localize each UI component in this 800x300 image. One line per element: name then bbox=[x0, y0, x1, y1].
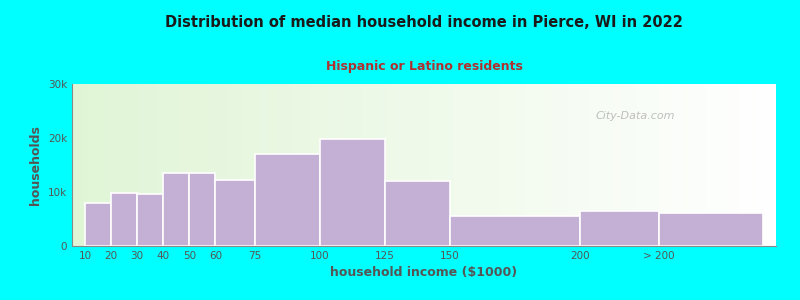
Bar bbox=[254, 154, 320, 246]
Bar bbox=[111, 193, 137, 246]
X-axis label: household income ($1000): household income ($1000) bbox=[330, 266, 518, 279]
Bar bbox=[215, 180, 254, 246]
Bar bbox=[85, 203, 111, 246]
Bar bbox=[137, 194, 163, 246]
Text: Hispanic or Latino residents: Hispanic or Latino residents bbox=[326, 60, 522, 73]
Bar bbox=[658, 212, 763, 246]
Y-axis label: households: households bbox=[30, 125, 42, 205]
Text: City-Data.com: City-Data.com bbox=[595, 111, 675, 122]
Bar bbox=[450, 216, 581, 246]
Bar bbox=[581, 211, 658, 246]
Text: Distribution of median household income in Pierce, WI in 2022: Distribution of median household income … bbox=[165, 15, 683, 30]
Bar bbox=[320, 139, 385, 246]
Bar bbox=[163, 173, 190, 246]
Bar bbox=[190, 173, 215, 246]
Bar bbox=[385, 181, 450, 246]
